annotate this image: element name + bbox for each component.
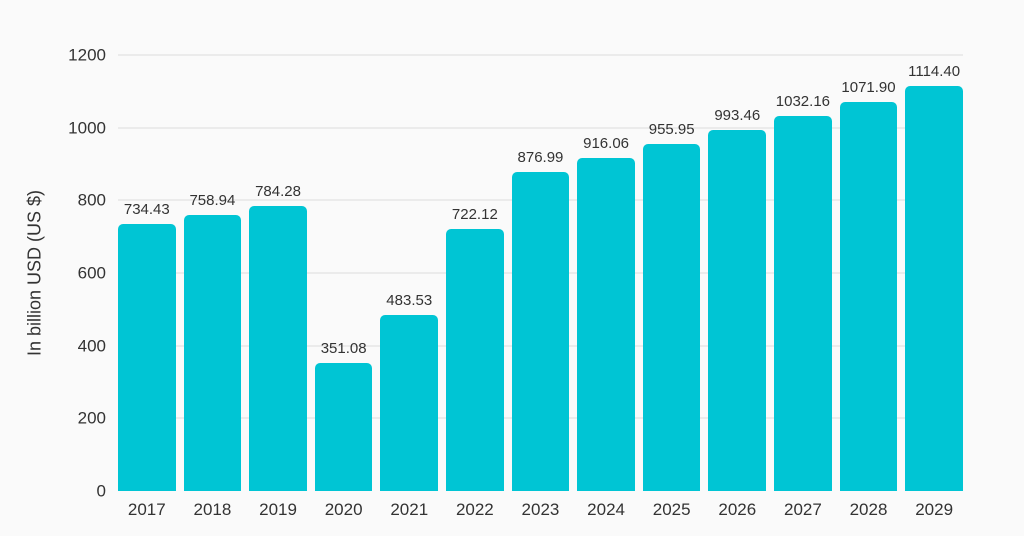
bars-row: 734.43 758.94 784.28 351.08 483.53 722.12 876.… [118, 55, 963, 491]
bar [839, 101, 898, 491]
bar-slot: 483.53 [380, 55, 439, 491]
plot-area: 734.43 758.94 784.28 351.08 483.53 722.12 876.… [118, 54, 963, 491]
bar-slot: 1114.40 [905, 55, 963, 491]
bar-value-label: 351.08 [320, 340, 367, 358]
x-axis-label: 2017 [127, 500, 166, 519]
bar-slot: 784.28 [249, 55, 307, 491]
bar [314, 363, 373, 491]
x-axis-label: 2018 [193, 500, 232, 519]
bar-value-label: 1032.16 [775, 92, 831, 110]
x-axis-label: 2022 [455, 500, 494, 519]
bar-value-label: 993.46 [714, 107, 761, 125]
x-axis-label: 2026 [718, 500, 757, 519]
x-axis-label: 2019 [259, 500, 297, 519]
bar-slot: 351.08 [314, 55, 373, 491]
bar [642, 143, 701, 491]
bar-slot: 722.12 [446, 55, 504, 491]
bar [577, 158, 635, 491]
y-axis-tick-label: 0 [96, 481, 106, 501]
bar-value-label: 784.28 [255, 183, 301, 201]
bar-value-label: 876.99 [517, 149, 564, 167]
y-axis-tick-label: 200 [77, 408, 106, 428]
y-axis-tick-label: 400 [77, 336, 106, 356]
bar [708, 130, 767, 491]
x-axis-label: 2029 [915, 500, 954, 519]
x-axis-label: 2023 [521, 500, 560, 519]
x-axis-label: 2020 [324, 500, 363, 519]
x-axis-label: 2025 [652, 500, 691, 519]
bar [446, 228, 504, 491]
bar [118, 224, 176, 491]
x-axis-label: 2027 [783, 500, 822, 519]
bar [774, 115, 832, 491]
bar-value-label: 955.95 [648, 120, 695, 138]
bar-value-label: 722.12 [451, 205, 498, 223]
y-axis-tick-label: 600 [77, 263, 106, 283]
bar-slot: 993.46 [708, 55, 767, 491]
y-axis-tick-label: 1200 [68, 45, 106, 65]
bar-slot: 758.94 [183, 55, 242, 491]
y-axis-tick-label: 800 [77, 190, 106, 210]
y-axis-labels: 0 200 400 600 800 1000 1200 [0, 47, 106, 500]
bar [511, 172, 570, 491]
bar-slot: 916.06 [577, 55, 635, 491]
bar [249, 206, 307, 491]
bar-value-label: 483.53 [386, 292, 433, 310]
x-axis-labels: 2017 2018 2019 2020 2021 2022 2023 2024 2025 2026… [118, 499, 963, 520]
bar-value-label: 734.43 [123, 201, 170, 219]
gridline [118, 54, 963, 56]
gridline [118, 127, 963, 129]
bar [380, 315, 439, 491]
bar-slot: 734.43 [118, 55, 176, 491]
bar-value-label: 758.94 [189, 192, 236, 210]
bar-slot: 1071.90 [839, 55, 898, 491]
bar-value-label: 1114.40 [908, 63, 961, 81]
bar-value-label: 1071.90 [841, 78, 896, 96]
bar-slot: 876.99 [511, 55, 570, 491]
y-axis-tick-label: 1000 [68, 118, 106, 138]
bar-slot: 1032.16 [774, 55, 832, 491]
bar [183, 215, 242, 491]
x-axis-label: 2028 [849, 500, 888, 519]
bar [905, 86, 963, 491]
bar-value-label: 916.06 [583, 135, 630, 153]
bar-slot: 955.95 [642, 55, 701, 491]
x-axis-label: 2024 [587, 500, 625, 519]
x-axis-label: 2021 [390, 500, 429, 519]
